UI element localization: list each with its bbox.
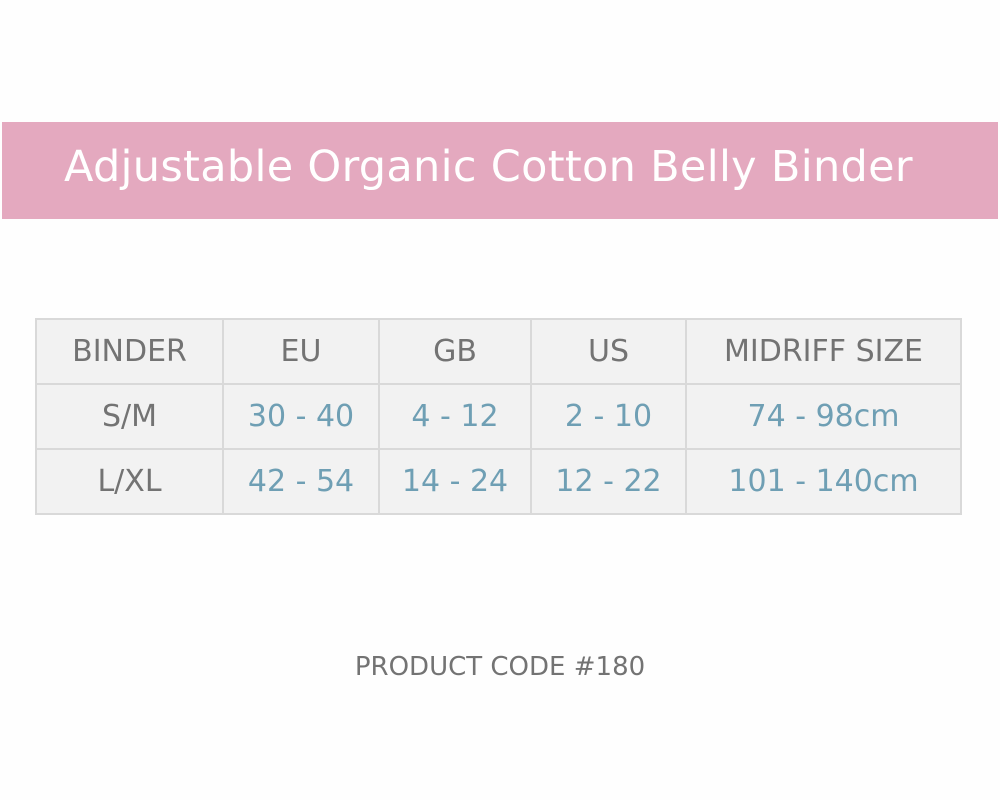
size-label: L/XL [35,448,224,515]
header-us: US [530,318,687,385]
product-code: PRODUCT CODE #180 [354,652,646,682]
us-value: 2 - 10 [530,383,687,450]
gb-value: 14 - 24 [378,448,532,515]
table-row: S/M 30 - 40 4 - 12 2 - 10 74 - 98cm [35,383,962,450]
us-value: 12 - 22 [530,448,687,515]
size-label: S/M [35,383,224,450]
midriff-value: 74 - 98cm [685,383,962,450]
table-row: L/XL 42 - 54 14 - 24 12 - 22 101 - 140cm [35,448,962,515]
midriff-value: 101 - 140cm [685,448,962,515]
page-title: Adjustable Organic Cotton Belly Binder [64,142,913,192]
header-eu: EU [222,318,380,385]
table-header-row: BINDER EU GB US MIDRIFF SIZE [35,318,962,385]
size-table: BINDER EU GB US MIDRIFF SIZE S/M 30 - 40… [35,318,962,515]
eu-value: 30 - 40 [222,383,380,450]
title-banner: Adjustable Organic Cotton Belly Binder [2,122,998,219]
header-gb: GB [378,318,532,385]
header-midriff-size: MIDRIFF SIZE [685,318,962,385]
header-binder: BINDER [35,318,224,385]
gb-value: 4 - 12 [378,383,532,450]
eu-value: 42 - 54 [222,448,380,515]
